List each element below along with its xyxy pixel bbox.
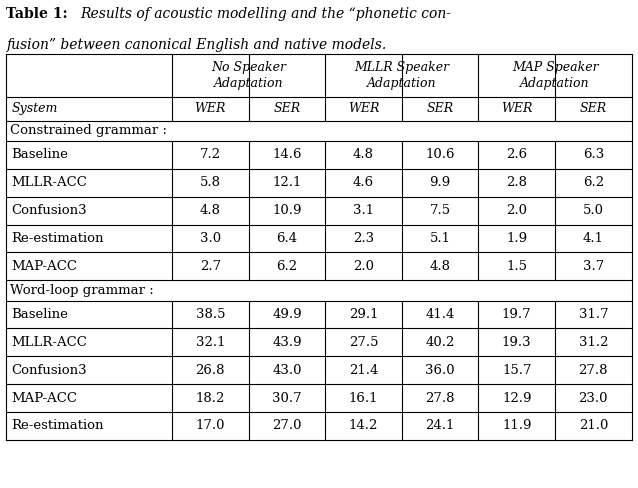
Text: 4.8: 4.8 [429, 260, 450, 273]
Text: 11.9: 11.9 [502, 419, 531, 432]
Text: Re-estimation: Re-estimation [11, 232, 104, 245]
Text: 2.8: 2.8 [506, 176, 527, 189]
Text: MLLR-ACC: MLLR-ACC [11, 176, 87, 189]
Text: 1.9: 1.9 [506, 232, 527, 245]
Text: 10.6: 10.6 [426, 148, 455, 162]
Text: 21.4: 21.4 [349, 364, 378, 377]
Text: MLLR Speaker
Adaptation: MLLR Speaker Adaptation [354, 61, 449, 90]
Text: Word-loop grammar :: Word-loop grammar : [10, 284, 153, 297]
Text: 19.7: 19.7 [502, 308, 531, 321]
Text: 12.1: 12.1 [272, 176, 302, 189]
Text: 2.7: 2.7 [200, 260, 221, 273]
Text: 15.7: 15.7 [502, 364, 531, 377]
Text: MAP-ACC: MAP-ACC [11, 391, 77, 405]
Text: 43.9: 43.9 [272, 336, 302, 349]
Text: 4.8: 4.8 [353, 148, 374, 162]
Text: 16.1: 16.1 [349, 391, 378, 405]
Text: 21.0: 21.0 [579, 419, 608, 432]
Text: 43.0: 43.0 [272, 364, 302, 377]
Text: 7.2: 7.2 [200, 148, 221, 162]
Text: Baseline: Baseline [11, 308, 68, 321]
Text: 6.2: 6.2 [276, 260, 297, 273]
Text: 18.2: 18.2 [196, 391, 225, 405]
Text: 3.1: 3.1 [353, 204, 374, 217]
Text: System: System [11, 102, 58, 115]
Text: Table 1:: Table 1: [6, 7, 73, 21]
Text: 2.6: 2.6 [506, 148, 527, 162]
Text: No Speaker
Adaptation: No Speaker Adaptation [211, 61, 286, 90]
Text: 49.9: 49.9 [272, 308, 302, 321]
Text: Re-estimation: Re-estimation [11, 419, 104, 432]
Text: 41.4: 41.4 [426, 308, 455, 321]
Text: WER: WER [195, 102, 226, 115]
Text: Baseline: Baseline [11, 148, 68, 162]
Text: 38.5: 38.5 [196, 308, 225, 321]
Text: 36.0: 36.0 [426, 364, 455, 377]
Text: 4.6: 4.6 [353, 176, 374, 189]
Text: 1.5: 1.5 [506, 260, 527, 273]
Text: Constrained grammar :: Constrained grammar : [10, 124, 167, 137]
Text: WER: WER [501, 102, 533, 115]
Text: 17.0: 17.0 [196, 419, 225, 432]
Text: 4.8: 4.8 [200, 204, 221, 217]
Text: 14.6: 14.6 [272, 148, 302, 162]
Text: 23.0: 23.0 [579, 391, 608, 405]
Text: 12.9: 12.9 [502, 391, 531, 405]
Text: MAP-ACC: MAP-ACC [11, 260, 77, 273]
Text: Confusion3: Confusion3 [11, 364, 87, 377]
Text: 10.9: 10.9 [272, 204, 302, 217]
Text: 6.3: 6.3 [582, 148, 604, 162]
Text: 27.8: 27.8 [579, 364, 608, 377]
Text: 6.2: 6.2 [582, 176, 604, 189]
Text: Confusion3: Confusion3 [11, 204, 87, 217]
Text: 40.2: 40.2 [426, 336, 455, 349]
Text: 4.1: 4.1 [583, 232, 604, 245]
Text: SER: SER [427, 102, 454, 115]
Text: 29.1: 29.1 [349, 308, 378, 321]
Text: MAP Speaker
Adaptation: MAP Speaker Adaptation [512, 61, 598, 90]
Text: MLLR-ACC: MLLR-ACC [11, 336, 87, 349]
Text: 5.0: 5.0 [583, 204, 604, 217]
Text: 7.5: 7.5 [429, 204, 450, 217]
Text: 5.8: 5.8 [200, 176, 221, 189]
Text: 19.3: 19.3 [502, 336, 531, 349]
Text: SER: SER [274, 102, 300, 115]
Text: 26.8: 26.8 [196, 364, 225, 377]
Text: 27.5: 27.5 [349, 336, 378, 349]
Text: 27.8: 27.8 [426, 391, 455, 405]
Text: 9.9: 9.9 [429, 176, 451, 189]
Text: WER: WER [348, 102, 379, 115]
Text: SER: SER [580, 102, 607, 115]
Text: fusion” between canonical English and native models.: fusion” between canonical English and na… [6, 38, 387, 52]
Text: 31.2: 31.2 [579, 336, 608, 349]
Text: 2.3: 2.3 [353, 232, 374, 245]
Text: 3.0: 3.0 [200, 232, 221, 245]
Text: 2.0: 2.0 [353, 260, 374, 273]
Text: Results of acoustic modelling and the “phonetic con-: Results of acoustic modelling and the “p… [80, 7, 451, 21]
Text: 31.7: 31.7 [579, 308, 608, 321]
Text: 6.4: 6.4 [276, 232, 297, 245]
Text: 2.0: 2.0 [506, 204, 527, 217]
Text: 14.2: 14.2 [349, 419, 378, 432]
Text: 5.1: 5.1 [429, 232, 450, 245]
Text: 27.0: 27.0 [272, 419, 302, 432]
Text: 3.7: 3.7 [582, 260, 604, 273]
Text: 24.1: 24.1 [426, 419, 455, 432]
Text: 30.7: 30.7 [272, 391, 302, 405]
Text: 32.1: 32.1 [196, 336, 225, 349]
